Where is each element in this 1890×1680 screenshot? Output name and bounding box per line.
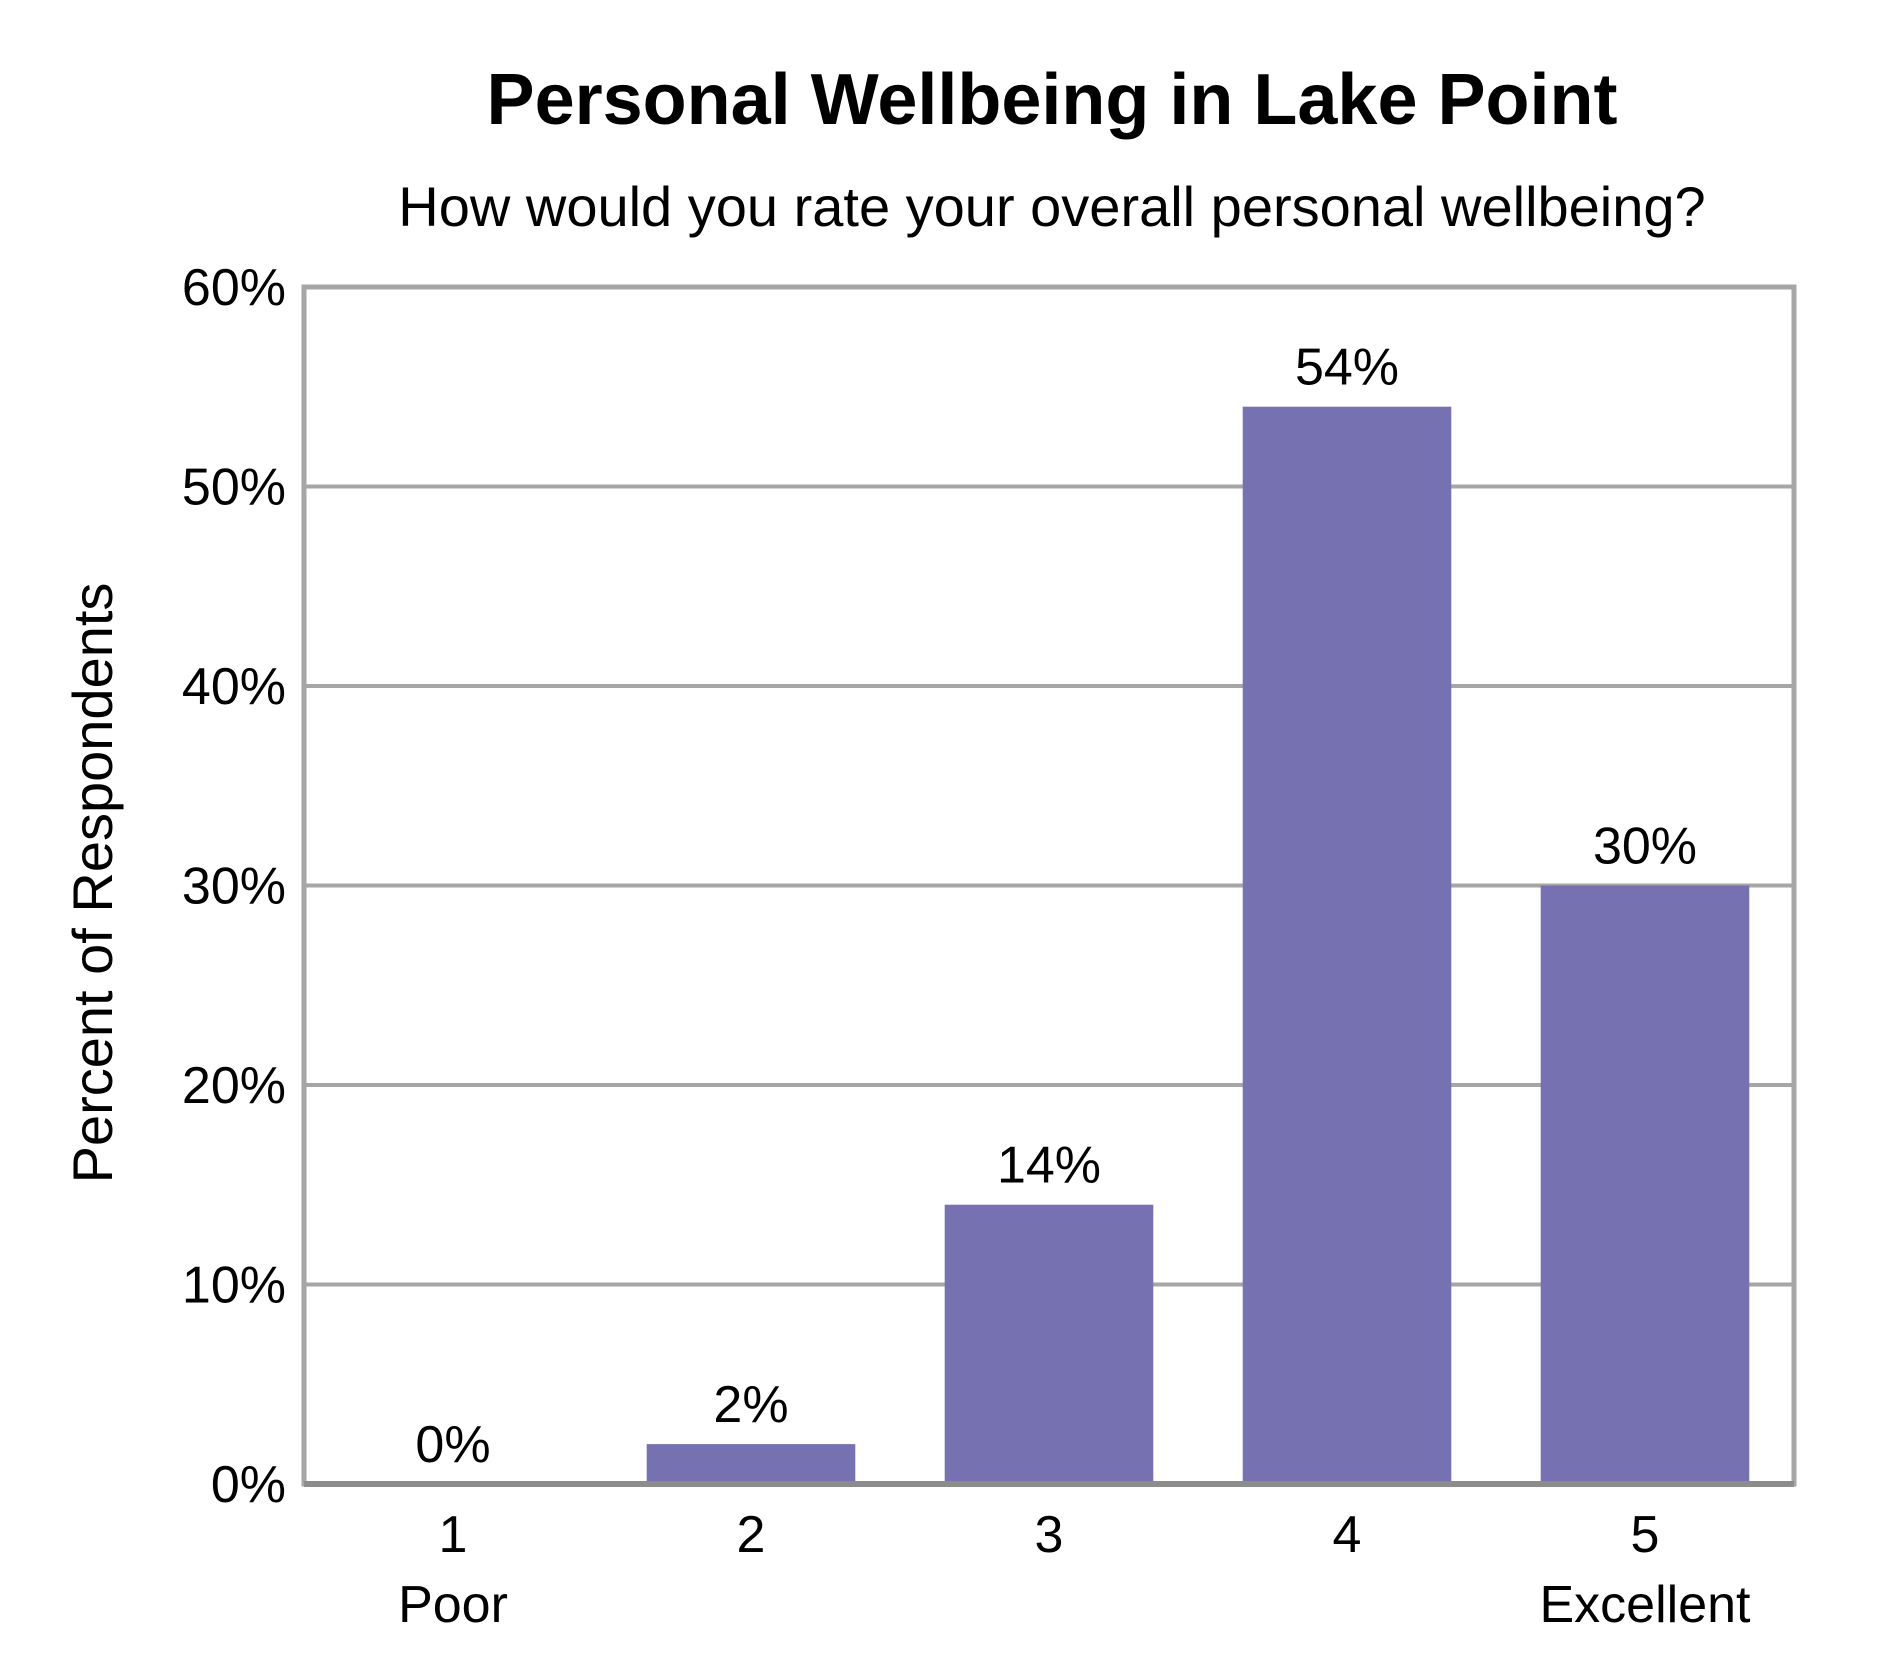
plot-frame [301, 284, 1797, 1487]
data-label-4: 54% [1295, 339, 1399, 397]
x-axis-ticks: 1 Poor 2 3 4 5 Excellent [398, 1506, 1751, 1634]
chart-title: Personal Wellbeing in Lake Point [487, 60, 1618, 140]
y-tick-label: 10% [182, 1257, 286, 1315]
data-labels: 0% 2% 14% 54% 30% [415, 339, 1697, 1474]
data-label-2: 2% [713, 1376, 788, 1434]
y-tick-label: 30% [182, 858, 286, 916]
x-tick-label: 4 [1333, 1506, 1362, 1564]
bar-5 [1540, 885, 1750, 1484]
bar-2 [646, 1444, 856, 1484]
bars [646, 406, 1750, 1485]
data-label-3: 14% [997, 1137, 1101, 1195]
y-tick-label: 0% [211, 1456, 286, 1514]
x-tick-label: 5 [1631, 1506, 1660, 1564]
data-label-5: 30% [1593, 818, 1697, 876]
x-tick-label: 2 [737, 1506, 766, 1564]
bar-3 [944, 1204, 1154, 1484]
y-axis-ticks: 0% 10% 20% 30% 40% 50% 60% [182, 259, 286, 1514]
data-label-1: 0% [415, 1416, 490, 1474]
y-tick-label: 20% [182, 1057, 286, 1115]
x-tick-sublabel: Excellent [1540, 1576, 1752, 1634]
x-tick-label: 3 [1035, 1506, 1064, 1564]
y-tick-label: 40% [182, 658, 286, 716]
x-tick-label: 1 [439, 1506, 468, 1564]
chart-subtitle: How would you rate your overall personal… [398, 175, 1705, 238]
bar-4 [1242, 406, 1452, 1485]
y-tick-label: 50% [182, 459, 286, 517]
x-tick-sublabel: Poor [398, 1576, 508, 1634]
y-axis-title: Percent of Respondents [61, 583, 124, 1184]
y-tick-label: 60% [182, 259, 286, 317]
